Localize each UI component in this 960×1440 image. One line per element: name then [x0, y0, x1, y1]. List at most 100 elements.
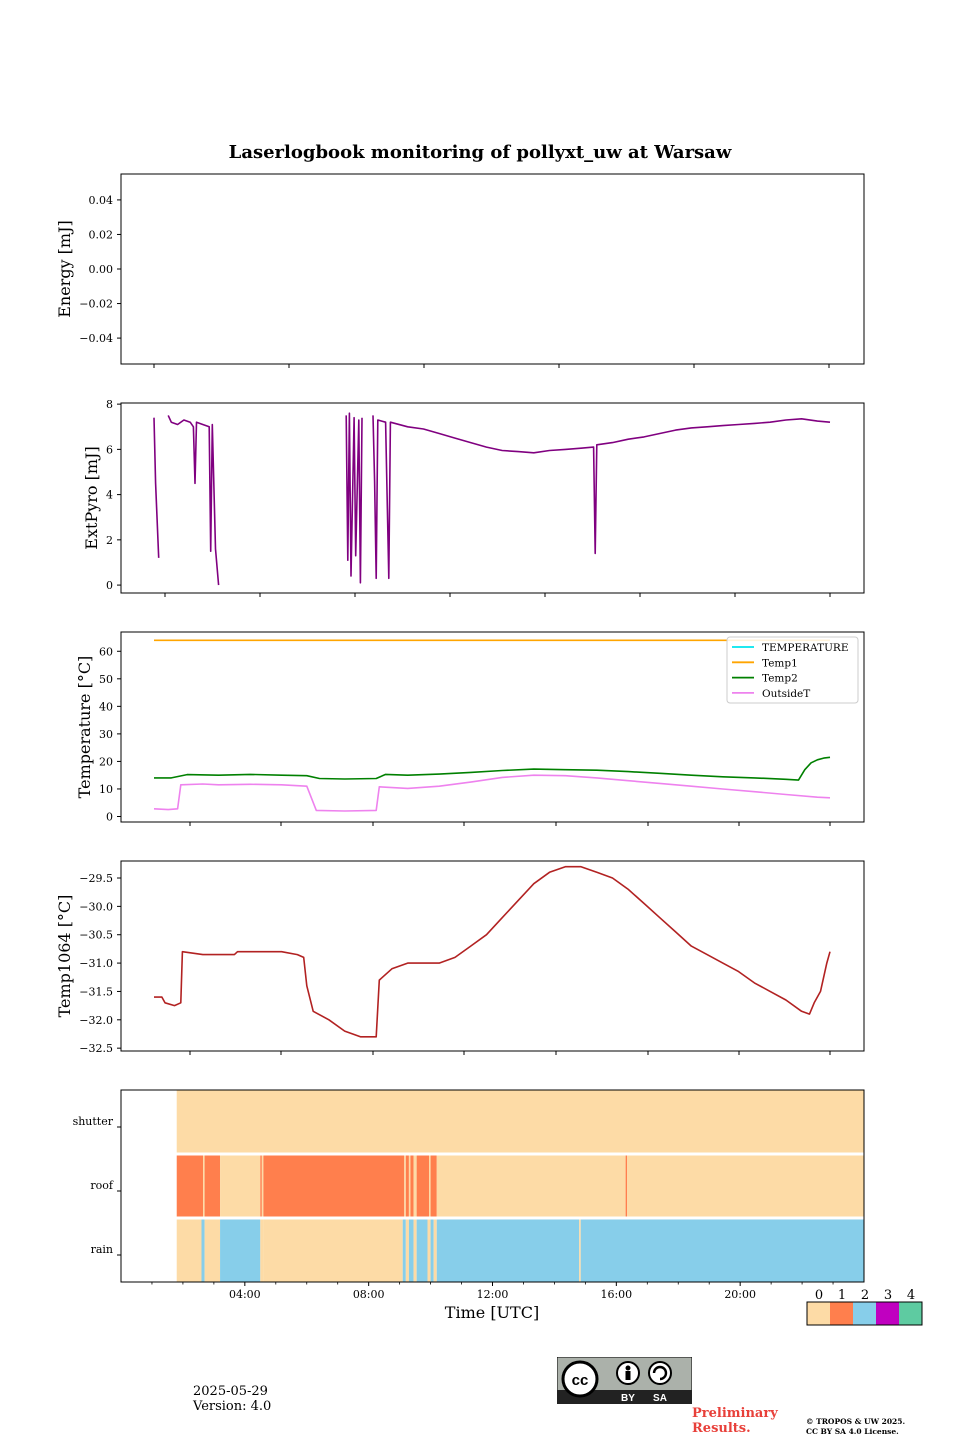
- y-tick-label-temperature: 30: [99, 728, 113, 741]
- colorbar-label-4: 4: [907, 1288, 915, 1303]
- preliminary-line-1: Preliminary: [692, 1406, 778, 1421]
- y-axis-label-temperature: Temperature [°C]: [75, 656, 94, 799]
- legend-label-temp1: Temp1: [762, 657, 798, 669]
- colorbar-cell-2: [853, 1302, 876, 1325]
- y-tick-label-extpyro: 6: [106, 443, 113, 456]
- colorbar-label-1: 1: [838, 1288, 846, 1303]
- axes-frame-temp1064: [120, 860, 865, 1052]
- status-cell-rain: [408, 1219, 414, 1282]
- status-cell-roof: [203, 1155, 205, 1217]
- status-cell-rain: [220, 1219, 261, 1282]
- y-tick-label-temp1064: −30.5: [79, 929, 113, 942]
- status-cell-rain: [430, 1219, 434, 1282]
- y-tick-label-temperature: 50: [99, 673, 113, 686]
- status-cell-rain: [427, 1219, 431, 1282]
- status-cell-roof: [625, 1155, 628, 1217]
- status-cell-rain: [402, 1219, 406, 1282]
- status-cell-roof: [430, 1155, 437, 1217]
- status-row-label-roof: roof: [90, 1179, 114, 1192]
- y-tick-label-energy: 0.00: [89, 263, 114, 276]
- status-cell-roof: [416, 1155, 430, 1217]
- colorbar-cell-0: [807, 1302, 830, 1325]
- status-cell-rain: [580, 1219, 864, 1282]
- y-tick-label-energy: 0.04: [89, 194, 114, 207]
- status-cell-roof: [627, 1155, 864, 1217]
- status-cell-roof: [261, 1155, 264, 1217]
- status-cell-rain: [413, 1219, 417, 1282]
- status-row-label-shutter: shutter: [73, 1115, 114, 1128]
- panel-energy: 0.04 0.02 0.00 −0.02 −0.04 Energy [mJ]: [55, 173, 865, 368]
- cc-by-label: BY: [621, 1393, 635, 1404]
- legend-label-outsidet: OutsideT: [762, 688, 810, 700]
- y-tick-label-energy: −0.04: [79, 332, 113, 345]
- status-cell-rain: [405, 1219, 409, 1282]
- status-cell-shutter: [176, 1090, 865, 1153]
- y-tick-label-energy: −0.02: [79, 298, 113, 311]
- status-cell-rain: [263, 1219, 403, 1282]
- status-row-label-rain: rain: [91, 1243, 113, 1256]
- y-tick-label-temp1064: −32.5: [79, 1042, 113, 1055]
- status-cell-roof: [220, 1155, 261, 1217]
- legend-box: [726, 636, 859, 704]
- y-axis-label-temp1064: Temp1064 [°C]: [55, 895, 74, 1018]
- y-tick-label-extpyro: 8: [106, 398, 113, 411]
- y-tick-label-temp1064: −31.5: [79, 985, 113, 998]
- panel-temp1064: −29.5 −30.0 −30.5 −31.0 −31.5 −32.0 −32.5 Temp1…: [55, 860, 865, 1055]
- series-line-temp1064-0: [154, 865, 831, 1038]
- colorbar-label-0: 0: [815, 1288, 823, 1303]
- colorbar-cell-3: [876, 1302, 899, 1325]
- y-tick-label-temperature: 0: [106, 810, 113, 823]
- cc-sa-label: SA: [653, 1393, 667, 1404]
- copyright-line-1: © TROPOS & UW 2025.: [806, 1417, 906, 1426]
- status-cell-roof: [410, 1155, 414, 1217]
- status-cell-rain: [201, 1219, 205, 1282]
- y-tick-label-extpyro: 0: [106, 579, 113, 592]
- y-tick-label-extpyro: 4: [106, 489, 113, 502]
- status-cell-rain: [433, 1219, 437, 1282]
- y-tick-label-extpyro: 2: [106, 534, 113, 547]
- status-cell-rain: [436, 1219, 580, 1282]
- colorbar-cell-1: [830, 1302, 853, 1325]
- x-axis-label: Time [UTC]: [445, 1303, 539, 1322]
- legend-label-temp2: Temp2: [762, 673, 798, 685]
- panel-extpyro: 0 2 4 6 8 ExtPyro [mJ]: [82, 398, 865, 597]
- share-alike-icon: [648, 1361, 672, 1385]
- y-tick-label-temp1064: −31.0: [79, 957, 113, 970]
- status-cell-rain: [204, 1219, 221, 1282]
- status-cell-roof: [413, 1155, 417, 1217]
- y-tick-label-temperature: 40: [99, 700, 113, 713]
- status-cell-roof: [204, 1155, 221, 1217]
- series-line-temperature-outsidet: [153, 774, 831, 812]
- y-tick-label-temperature: 10: [99, 783, 113, 796]
- status-cell-roof: [176, 1155, 204, 1217]
- y-tick-label-energy: 0.02: [89, 228, 114, 241]
- cc-license-badge: cc BY SA: [557, 1357, 692, 1404]
- legend-temperature: TEMPERATURE Temp1 Temp2 OutsideT: [726, 636, 859, 704]
- figure-title: Laserlogbook monitoring of pollyxt_uw at…: [229, 142, 732, 163]
- panel-status: shutter roof rain 04:00 08:00 12:00 16:00 20:00: [73, 1089, 865, 1301]
- x-tick-label-status: 16:00: [600, 1288, 632, 1301]
- svg-text:cc: cc: [572, 1372, 589, 1389]
- y-tick-label-temperature: 60: [99, 645, 113, 658]
- series-line-temperature-temp2: [154, 756, 831, 781]
- axes-frame-temperature: [120, 631, 865, 823]
- cc-icon: [561, 1360, 599, 1398]
- status-cell-roof: [436, 1155, 626, 1217]
- series-line-extpyro-0: [153, 412, 831, 586]
- y-tick-label-temp1064: −29.5: [79, 872, 113, 885]
- status-cell-rain: [579, 1219, 581, 1282]
- x-tick-label-status: 08:00: [353, 1288, 385, 1301]
- y-tick-label-temp1064: −30.0: [79, 900, 113, 913]
- y-tick-label-temp1064: −32.0: [79, 1014, 113, 1027]
- x-tick-label-status: 20:00: [724, 1288, 756, 1301]
- status-cell-rain: [416, 1219, 428, 1282]
- status-cell-roof: [260, 1155, 262, 1217]
- x-tick-label-status: 04:00: [229, 1288, 261, 1301]
- preliminary-line-2: Results.: [692, 1421, 751, 1436]
- status-cell-roof: [405, 1155, 409, 1217]
- axes-frame-extpyro: [120, 402, 865, 594]
- status-cell-roof: [408, 1155, 411, 1217]
- copyright-note: © TROPOS & UW 2025. CC BY SA 4.0 License…: [806, 1417, 905, 1437]
